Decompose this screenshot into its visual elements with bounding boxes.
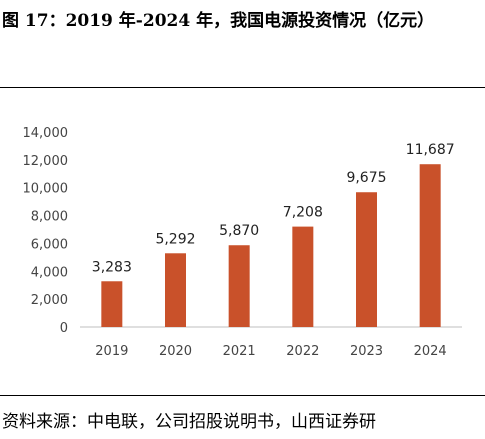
bars <box>101 164 441 327</box>
y-tick-label: 8,000 <box>31 210 68 225</box>
y-tick-label: 2,000 <box>31 293 68 308</box>
x-axis-ticks: 2019 2020 2021 2022 2023 2024 <box>95 344 446 359</box>
bar-value-label: 3,283 <box>92 259 132 275</box>
y-tick-label: 14,000 <box>23 126 69 141</box>
bar <box>228 245 250 327</box>
bar <box>292 226 314 327</box>
bar <box>101 281 123 327</box>
y-tick-label: 12,000 <box>23 154 69 169</box>
source-note: 资料来源：中电联，公司招股说明书，山西证券研 <box>2 412 376 432</box>
x-tick-label: 2022 <box>286 344 319 359</box>
figure-title: 图 17：2019 年-2024 年，我国电源投资情况（亿元） <box>2 11 435 31</box>
y-tick-label: 6,000 <box>31 237 68 252</box>
bar <box>356 192 377 327</box>
bar <box>419 164 441 327</box>
bottom-rule <box>0 395 485 396</box>
x-tick-label: 2020 <box>159 344 192 359</box>
bar-value-label: 11,687 <box>406 142 455 158</box>
y-tick-label: 4,000 <box>31 265 68 280</box>
bar <box>165 253 186 327</box>
y-tick-label: 0 <box>60 321 68 336</box>
bar-value-label: 5,292 <box>155 231 195 247</box>
y-axis-ticks: 0 2,000 4,000 6,000 8,000 10,000 12,000 14,000 <box>23 126 69 336</box>
bar-value-labels: 3,283 5,292 5,870 7,208 9,675 11,687 <box>92 142 455 275</box>
top-rule <box>0 87 485 88</box>
x-tick-label: 2023 <box>350 344 383 359</box>
bar-value-label: 5,870 <box>219 223 259 239</box>
y-tick-label: 10,000 <box>23 182 69 197</box>
bar-value-label: 9,675 <box>346 170 386 186</box>
x-tick-label: 2024 <box>414 344 447 359</box>
bar-value-label: 7,208 <box>283 205 323 221</box>
x-tick-label: 2019 <box>95 344 128 359</box>
x-tick-label: 2021 <box>223 344 256 359</box>
bar-chart: 02,0004,0006,0008,00010,00012,00014,000 … <box>23 126 462 359</box>
